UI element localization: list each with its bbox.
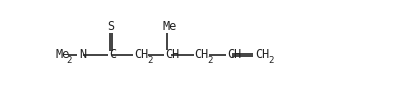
Text: N: N bbox=[80, 48, 87, 61]
Text: CH: CH bbox=[194, 48, 209, 61]
Text: 2: 2 bbox=[147, 56, 152, 65]
Text: CH: CH bbox=[165, 48, 179, 61]
Text: S: S bbox=[107, 20, 115, 33]
Text: CH: CH bbox=[255, 48, 269, 61]
Text: Me: Me bbox=[162, 20, 176, 33]
Text: 2: 2 bbox=[66, 56, 72, 65]
Text: Me: Me bbox=[56, 48, 70, 61]
Text: CH: CH bbox=[134, 48, 148, 61]
Text: 2: 2 bbox=[208, 56, 213, 65]
Text: 2: 2 bbox=[268, 56, 273, 65]
Text: CH: CH bbox=[227, 48, 241, 61]
Text: C: C bbox=[109, 48, 116, 61]
